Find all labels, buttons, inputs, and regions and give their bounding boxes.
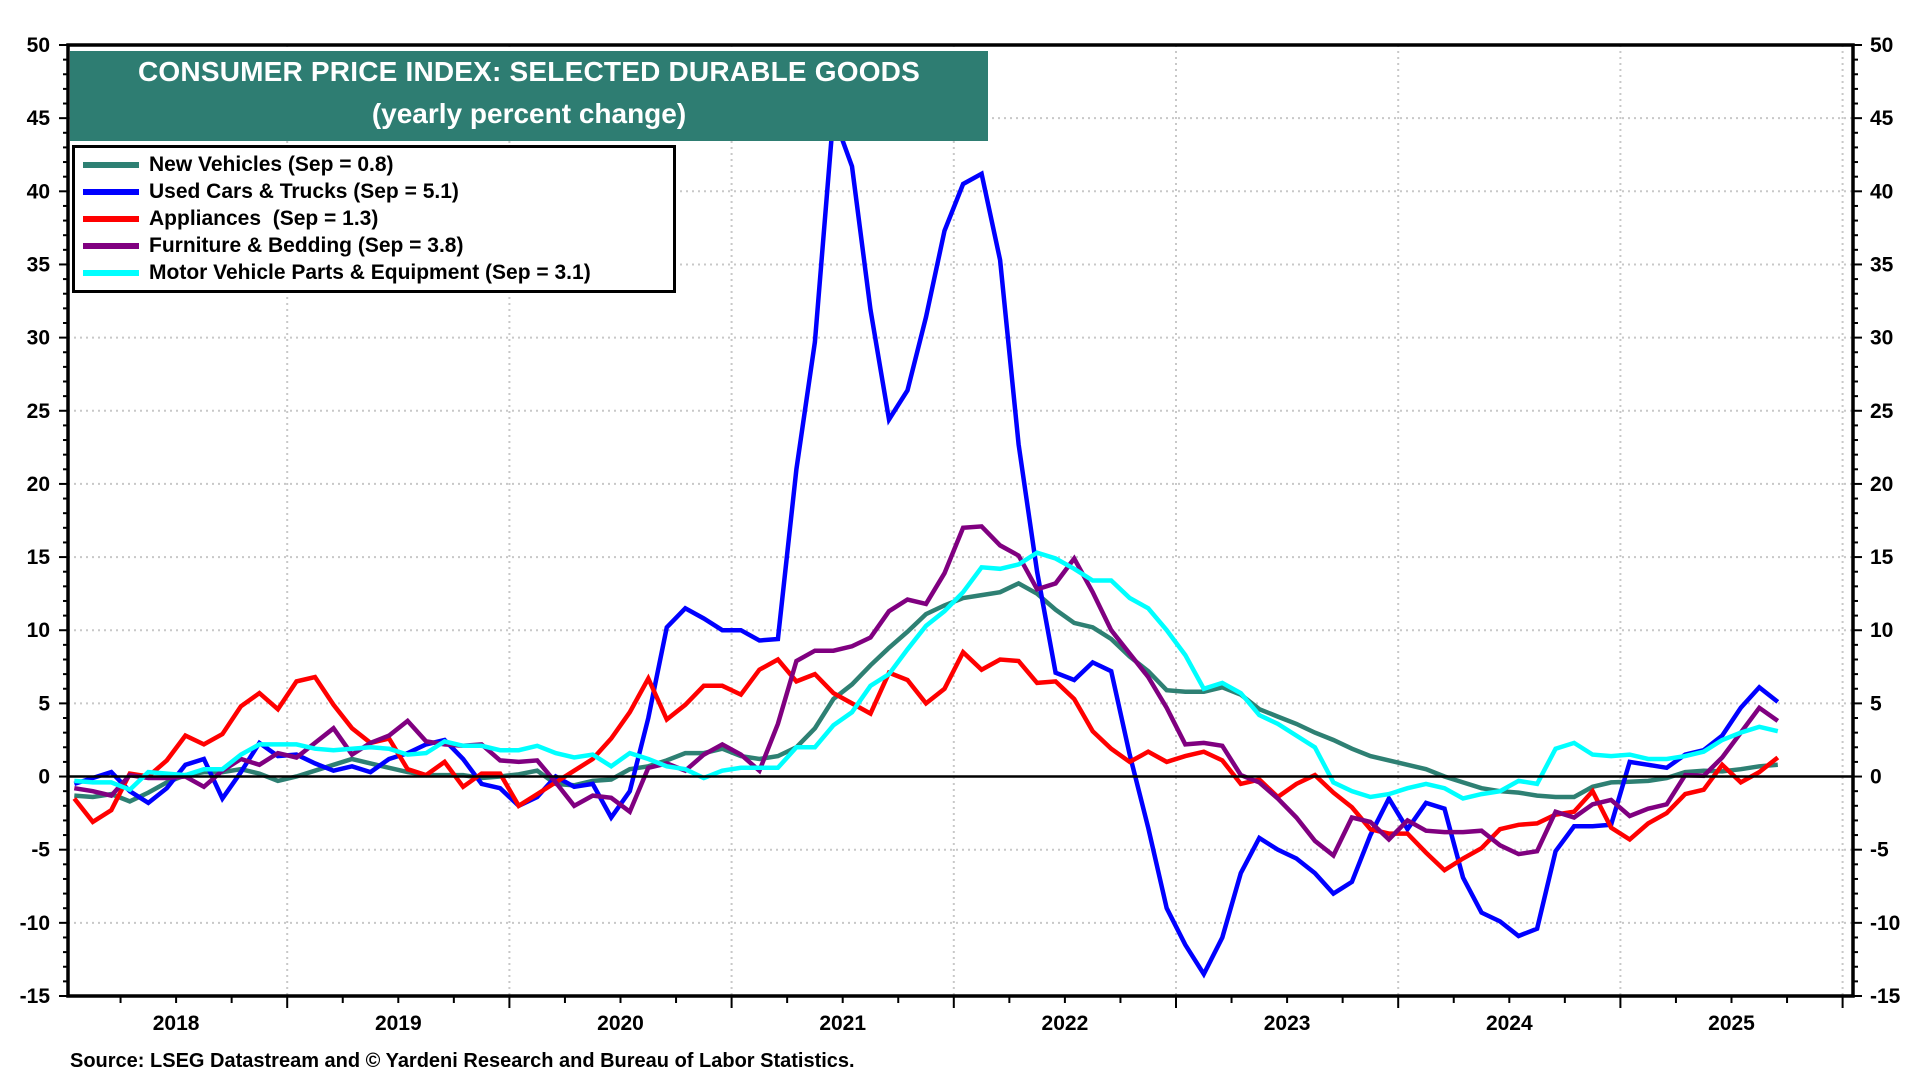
legend-swatch-appliances: [83, 215, 139, 222]
y-tick-label-right: 45: [1870, 107, 1894, 130]
series-line-used-cars-trucks: [73, 114, 1780, 979]
chart-title-box: CONSUMER PRICE INDEX: SELECTED DURABLE G…: [70, 51, 988, 141]
y-tick-label-left: 10: [27, 619, 50, 642]
legend-item-appliances: Appliances (Sep = 1.3): [83, 205, 378, 232]
series-lines: [72, 114, 1780, 979]
y-tick-label-left: 25: [27, 400, 51, 423]
y-tick-label-right: 50: [1870, 34, 1893, 57]
series-line-appliances: [72, 648, 1780, 874]
y-tick-label-left: 45: [27, 107, 51, 130]
y-tick-label-left: 15: [27, 546, 51, 569]
y-tick-label-right: 5: [1870, 692, 1882, 715]
y-tick-label-right: 25: [1870, 400, 1894, 423]
plot-frame: [66, 43, 1855, 998]
y-tick-label-right: 30: [1870, 327, 1893, 350]
y-tick-label-left: 50: [27, 34, 50, 57]
y-tick-label-left: 35: [27, 253, 51, 276]
legend-swatch-new-vehicles: [83, 161, 139, 168]
legend-swatch-used-cars: [83, 188, 139, 195]
y-tick-label-right: -15: [1870, 985, 1901, 1008]
legend-swatch-furniture: [83, 242, 139, 249]
y-tick-label-right: 10: [1870, 619, 1893, 642]
legend: New Vehicles (Sep = 0.8) Used Cars & Tru…: [72, 145, 676, 293]
y-tick-label-right: 40: [1870, 180, 1893, 203]
chart-title: CONSUMER PRICE INDEX: SELECTED DURABLE G…: [138, 56, 920, 87]
legend-label: New Vehicles (Sep = 0.8): [149, 152, 394, 176]
y-tick-label-right: 15: [1870, 546, 1894, 569]
y-tick-label-right: -10: [1870, 912, 1900, 935]
legend-swatch-motor-parts: [83, 269, 139, 276]
y-tick-label-left: -5: [31, 839, 50, 862]
x-tick-label: 2023: [1264, 1012, 1311, 1035]
y-tick-label-left: 20: [27, 473, 50, 496]
legend-label: Motor Vehicle Parts & Equipment (Sep = 3…: [149, 260, 591, 284]
y-tick-label-left: -15: [20, 985, 51, 1008]
y-tick-label-left: 30: [27, 327, 50, 350]
legend-label: Furniture & Bedding (Sep = 3.8): [149, 233, 464, 257]
legend-item-motor-parts: Motor Vehicle Parts & Equipment (Sep = 3…: [83, 259, 591, 286]
axes: [59, 43, 1862, 1008]
source-note: Source: LSEG Datastream and © Yardeni Re…: [70, 1050, 855, 1072]
y-tick-label-left: 5: [38, 692, 50, 715]
gridlines: [68, 45, 1853, 996]
x-tick-label: 2025: [1708, 1012, 1755, 1035]
y-tick-label-right: 35: [1870, 253, 1894, 276]
x-tick-label: 2021: [819, 1012, 866, 1035]
legend-label: Used Cars & Trucks (Sep = 5.1): [149, 179, 459, 203]
y-tick-label-left: 40: [27, 180, 50, 203]
legend-label: Appliances (Sep = 1.3): [149, 206, 379, 230]
y-tick-label-right: 20: [1870, 473, 1893, 496]
x-tick-label: 2018: [153, 1012, 200, 1035]
x-tick-label: 2020: [597, 1012, 644, 1035]
y-tick-label-left: -10: [20, 912, 50, 935]
y-tick-label-right: 0: [1870, 766, 1882, 789]
x-tick-label: 2022: [1042, 1012, 1089, 1035]
series-line-motor-vehicle-parts-equipment: [74, 550, 1779, 801]
series-line-furniture-bedding: [73, 524, 1780, 859]
x-tick-label: 2024: [1486, 1012, 1533, 1035]
y-tick-label-right: -5: [1870, 839, 1889, 862]
x-tick-label: 2019: [375, 1012, 422, 1035]
legend-item-furniture: Furniture & Bedding (Sep = 3.8): [83, 232, 463, 259]
legend-item-used-cars: Used Cars & Trucks (Sep = 5.1): [83, 178, 459, 205]
y-tick-label-left: 0: [38, 766, 50, 789]
chart-subtitle: (yearly percent change): [371, 98, 687, 129]
legend-item-new-vehicles: New Vehicles (Sep = 0.8): [83, 151, 394, 178]
